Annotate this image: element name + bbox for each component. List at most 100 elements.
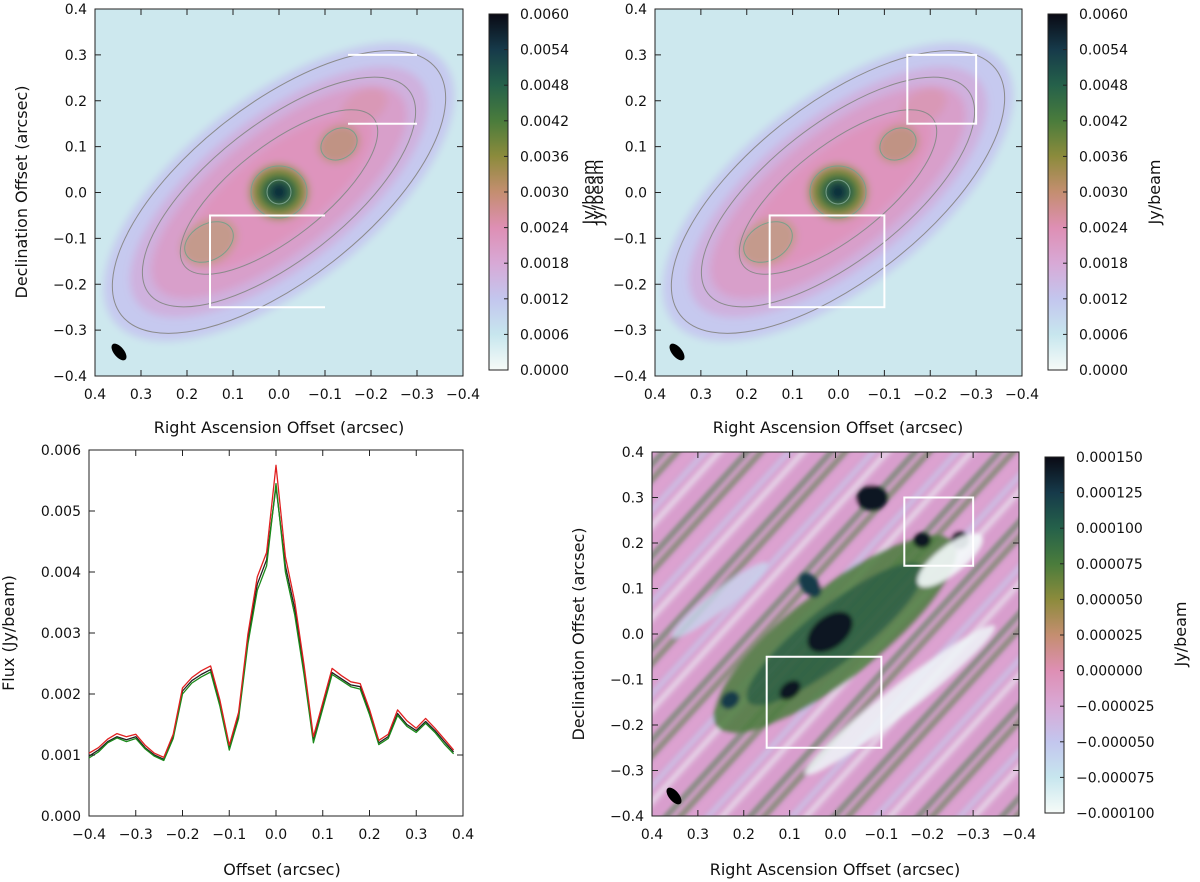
x-tick-label: 0.3 — [690, 387, 712, 403]
fringe-stripe — [858, 640, 1019, 816]
fringe-stripe — [652, 452, 738, 546]
y-tick-label: −0.1 — [610, 673, 644, 689]
colorbar-tick-label: 0.0054 — [1079, 43, 1128, 59]
fringe-stripe — [872, 655, 1019, 816]
fringe-stripe — [830, 609, 1019, 816]
panel-b-xlabel: Right Ascension Offset (arcsec) — [713, 418, 964, 437]
fringe-stripe — [652, 452, 682, 484]
y-tick-label: 0.0 — [625, 186, 647, 202]
panel-a-colorbar: 0.0060 0.0054 0.0048 0.0042 0.0036 0.0030 0.00… — [488, 7, 598, 379]
fringe-stripe — [652, 452, 766, 576]
panel-b-image — [655, 9, 1022, 376]
region-box — [765, 655, 883, 749]
colorbar-tick-label: 0.0048 — [1079, 78, 1128, 94]
y-tick-label: 0.1 — [622, 582, 644, 598]
panel-d: 0.40.30.20.10.0−0.1−0.2−0.3−0.4 0.4 0.3 0.… — [569, 445, 1190, 879]
fringe-stripe — [886, 671, 1019, 816]
y-tick-label: −0.1 — [613, 231, 647, 247]
fringe-stripe — [928, 717, 1019, 816]
colorbar-label: Jy/beam — [579, 160, 598, 226]
region-box — [348, 53, 417, 125]
x-tick-label: −0.4 — [446, 387, 480, 403]
colorbar-tick-label: 0.0036 — [520, 149, 569, 165]
colorbar-tick-label: 0.0030 — [520, 185, 569, 201]
panel-d-xlabel: Right Ascension Offset (arcsec) — [710, 860, 961, 879]
panel-a-image — [95, 9, 463, 376]
x-tick-label: −0.1 — [867, 387, 901, 403]
series-line-red — [88, 464, 455, 759]
x-tick-label: 0.2 — [736, 387, 758, 403]
x-tick-label: −0.2 — [913, 387, 947, 403]
fringe-stripe — [746, 517, 1019, 816]
y-tick-label: 0.2 — [622, 536, 644, 552]
fringe-stripe — [774, 548, 1019, 816]
x-tick-label: −0.2 — [354, 387, 388, 403]
fringe-stripe — [652, 452, 920, 745]
colorbar-tick-label: 0.0012 — [1079, 292, 1128, 308]
colorbar-tick-label: 0.000100 — [1076, 521, 1143, 537]
colorbar-label: Jy/beam — [1171, 602, 1190, 668]
fringe-stripe — [984, 778, 1019, 816]
fringe-stripe — [844, 625, 1019, 816]
x-tick-label: −0.1 — [212, 827, 246, 843]
colorbar-tick-label: 0.0048 — [520, 78, 569, 94]
panel-c-ylabel: Flux (Jy/beam) — [0, 575, 18, 691]
fringe-stripe — [652, 452, 836, 653]
beam-ellipse — [669, 343, 685, 361]
x-tick-label: 0.0 — [824, 827, 846, 843]
y-tick-label: −0.4 — [610, 809, 644, 825]
y-tick-label: 0.000 — [41, 809, 81, 825]
colorbar-tick-label: 0.0030 — [1079, 185, 1128, 201]
x-tick-label: −0.3 — [119, 827, 153, 843]
colorbar-label: Jy/beam — [1145, 160, 1164, 226]
colorbar-tick-label: 0.0000 — [520, 363, 569, 379]
y-tick-label: −0.3 — [613, 323, 647, 339]
colorbar-tick-label: −0.000025 — [1076, 699, 1155, 715]
x-tick-label: −0.4 — [72, 827, 106, 843]
panel-b-yticks: 0.4 0.3 0.2 0.1 0.0 −0.1 −0.2 −0.3 −0.4 — [613, 2, 1022, 385]
colorbar-tick-label: 0.0006 — [520, 327, 569, 343]
x-tick-label: 0.2 — [358, 827, 380, 843]
panel-d-xticks: 0.4 0.3 0.2 0.1 0.0 −0.1 −0.2 −0.3 −0.4 — [641, 452, 1036, 843]
colorbar-tick-label: 0.000050 — [1076, 592, 1143, 608]
x-tick-label: 0.1 — [778, 827, 800, 843]
panel-a-ylabel: Declination Offset (arcsec) — [12, 86, 31, 299]
beam-ellipse — [666, 787, 682, 805]
panel-b: 0.40.30.20.10.0−0.1−0.2−0.3−0.4 0.4 0.3 0.… — [588, 2, 1164, 437]
region-box — [906, 53, 978, 125]
y-tick-label: 0.1 — [65, 140, 87, 156]
x-tick-label: −0.2 — [166, 827, 200, 843]
fringe-stripe — [652, 452, 794, 607]
y-tick-label: 0.001 — [41, 748, 81, 764]
colorbar-tick-label: 0.0018 — [1079, 256, 1128, 272]
fringe-stripe — [914, 701, 1019, 816]
x-tick-label: 0.3 — [405, 827, 427, 843]
x-tick-label: 0.4 — [452, 827, 474, 843]
colorbar-tick-label: 0.0000 — [1079, 363, 1128, 379]
region-box — [903, 496, 975, 567]
y-tick-label: −0.2 — [53, 277, 87, 293]
x-tick-label: 0.1 — [222, 387, 244, 403]
x-tick-label: −0.3 — [959, 387, 993, 403]
y-tick-label: 0.003 — [41, 626, 81, 642]
y-tick-label: 0.4 — [622, 445, 644, 461]
beam-ellipse — [111, 343, 127, 361]
fringe-stripe — [652, 452, 808, 622]
panel-d-ylabel: Declination Offset (arcsec) — [569, 528, 588, 741]
y-tick-label: 0.1 — [625, 140, 647, 156]
colorbar-tick-label: −0.000050 — [1076, 735, 1155, 751]
panel-d-yticks: 0.4 0.3 0.2 0.1 0.0 −0.1 −0.2 −0.3 −0.4 — [610, 445, 1019, 825]
fringe-stripe — [652, 452, 752, 561]
x-tick-label: −0.4 — [1002, 827, 1036, 843]
x-tick-label: −0.1 — [308, 387, 342, 403]
y-tick-label: 0.004 — [41, 565, 81, 581]
fringe-stripe — [942, 732, 1019, 816]
y-tick-label: −0.4 — [613, 369, 647, 385]
fringe-stripe — [652, 452, 878, 699]
colorbar-tick-label: 0.0036 — [1079, 149, 1128, 165]
fringe-stripe — [732, 502, 1019, 816]
panel-b-xticks: 0.4 0.3 0.2 0.1 0.0 −0.1 −0.2 −0.3 −0.4 — [644, 9, 1039, 403]
series-line-green — [88, 482, 455, 762]
colorbar-tick-label: −0.000075 — [1076, 770, 1155, 786]
colorbar-tick-label: 0.0018 — [520, 256, 569, 272]
